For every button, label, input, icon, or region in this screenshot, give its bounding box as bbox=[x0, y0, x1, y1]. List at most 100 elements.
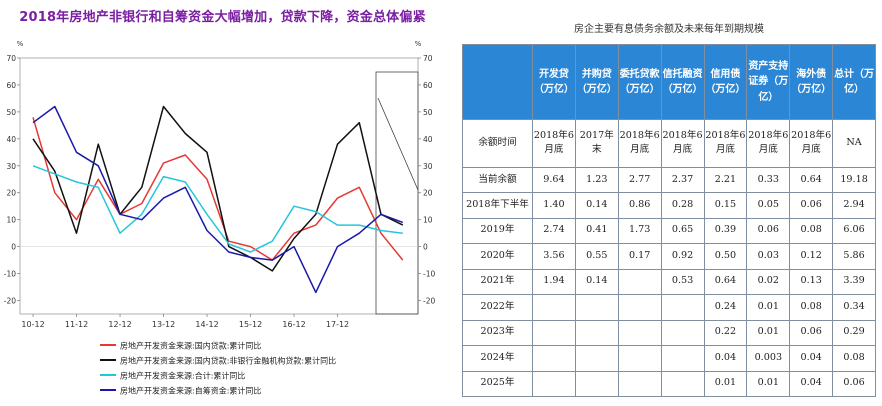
line-chart: % %706050403020100-10-20706050403020100-1… bbox=[4, 40, 436, 396]
table-cell bbox=[617, 345, 662, 372]
table-cell: NA bbox=[832, 119, 876, 168]
row-label: 2022年 bbox=[462, 294, 533, 321]
table-cell: 0.92 bbox=[660, 243, 705, 270]
table-cell: 0.34 bbox=[832, 294, 876, 321]
table-cell bbox=[617, 370, 662, 397]
x-tick-label: 11-12 bbox=[65, 320, 88, 329]
x-tick-label: 17-12 bbox=[326, 320, 349, 329]
left-tick-label: 10 bbox=[6, 216, 16, 225]
left-tick-label: 50 bbox=[6, 108, 16, 117]
legend-label-3: 房地产开发资金来源:合计:累计同比 bbox=[120, 371, 245, 381]
row-label: 2025年 bbox=[462, 370, 533, 397]
table-cell: 2018年6月底 bbox=[789, 119, 834, 168]
table-cell: 0.01 bbox=[746, 294, 791, 321]
row-label: 余额时间 bbox=[462, 119, 533, 168]
right-axis-unit: % bbox=[415, 40, 422, 48]
x-tick-label: 10-12 bbox=[21, 320, 44, 329]
table-corner-cell bbox=[462, 44, 533, 120]
table-cell: 1.23 bbox=[574, 166, 619, 194]
right-tick-label: 40 bbox=[423, 135, 433, 144]
table-cell: 0.15 bbox=[703, 192, 748, 219]
table-row: 当前余额 9.64 1.23 2.77 2.37 2.21 0.33 0.64 19.18 bbox=[462, 166, 876, 194]
table-cell: 0.13 bbox=[789, 268, 834, 296]
table-cell bbox=[617, 319, 662, 347]
left-tick-label: 60 bbox=[6, 81, 16, 90]
left-tick-label: 0 bbox=[11, 243, 16, 252]
table-title: 房企主要有息债务余额及未来每年到期规模 bbox=[574, 24, 764, 35]
right-tick-label: 60 bbox=[423, 81, 433, 90]
table-cell: 1.40 bbox=[532, 192, 576, 219]
row-label: 当前余额 bbox=[462, 166, 533, 194]
table-cell: 2.77 bbox=[617, 166, 662, 194]
series-line-2 bbox=[32, 105, 404, 272]
column-header-3: 委托贷款（万亿） bbox=[617, 44, 662, 120]
table-cell: 2.21 bbox=[703, 166, 748, 194]
table-cell bbox=[532, 345, 576, 372]
right-tick-label: 70 bbox=[423, 54, 433, 63]
table-row: 2025年 0.01 0.01 0.04 0.06 bbox=[462, 370, 876, 397]
column-header-1: 开发贷（万亿） bbox=[532, 44, 576, 120]
table-cell: 3.39 bbox=[832, 268, 876, 296]
right-tick-label: 50 bbox=[423, 108, 433, 117]
left-tick-label: 70 bbox=[6, 54, 16, 63]
table-cell: 0.50 bbox=[703, 243, 748, 270]
left-axis-unit: % bbox=[17, 40, 24, 48]
table-row: 2020年 3.56 0.55 0.17 0.92 0.50 0.03 0.12 5.86 bbox=[462, 243, 876, 270]
table-cell: 9.64 bbox=[532, 166, 576, 194]
table-cell bbox=[574, 294, 619, 321]
table-cell: 2018年6月底 bbox=[746, 119, 791, 168]
right-tick-label: -10 bbox=[423, 270, 435, 279]
column-header-7: 海外债（万亿） bbox=[789, 44, 834, 120]
x-tick-label: 13-12 bbox=[152, 320, 175, 329]
table-cell bbox=[660, 370, 705, 397]
table-cell bbox=[532, 370, 576, 397]
column-header-6: 资产支持证券（万亿） bbox=[746, 44, 791, 120]
table-cell: 0.03 bbox=[746, 243, 791, 270]
right-tick-label: -20 bbox=[423, 297, 435, 306]
table-cell: 2018年6月底 bbox=[703, 119, 748, 168]
left-tick-label: 40 bbox=[6, 135, 16, 144]
table-cell: 0.003 bbox=[746, 345, 791, 372]
table-row: 余额时间 2018年6月底 2017年末 2018年6月底 2018年6月底 2018年6… bbox=[462, 119, 876, 168]
table-cell: 2018年6月底 bbox=[532, 119, 576, 168]
table-cell: 0.24 bbox=[703, 294, 748, 321]
table-cell: 0.28 bbox=[660, 192, 705, 219]
row-label: 2020年 bbox=[462, 243, 533, 270]
table-panel: 房企主要有息债务余额及未来每年到期规模 开发贷（万亿） 并购贷（万亿） 委托贷款（万… bbox=[456, 0, 882, 406]
x-tick-label: 12-12 bbox=[108, 320, 131, 329]
table-cell: 0.64 bbox=[789, 166, 834, 194]
table-cell bbox=[660, 319, 705, 347]
table-cell: 0.39 bbox=[703, 217, 748, 245]
table-header-row: 开发贷（万亿） 并购贷（万亿） 委托贷款（万亿） 信托融资（万亿） 信用债（万亿） 资产支… bbox=[462, 44, 876, 120]
table-cell: 5.86 bbox=[832, 243, 876, 270]
table-cell: 0.22 bbox=[703, 319, 748, 347]
table-row: 2019年 2.74 0.41 1.73 0.65 0.39 0.06 0.08 6.06 bbox=[462, 217, 876, 245]
right-tick-label: 20 bbox=[423, 189, 433, 198]
table-cell bbox=[617, 268, 662, 296]
row-label: 2023年 bbox=[462, 319, 533, 347]
legend-label-1: 房地产开发资金来源:国内贷款:累计同比 bbox=[120, 341, 261, 351]
table-row: 2018年下半年 1.40 0.14 0.86 0.28 0.15 0.05 0.06 2.94 bbox=[462, 192, 876, 219]
table-cell: 0.04 bbox=[789, 370, 834, 397]
table-cell: 0.01 bbox=[746, 370, 791, 397]
table-cell bbox=[574, 370, 619, 397]
table-cell: 0.06 bbox=[789, 319, 834, 347]
table-cell: 6.06 bbox=[832, 217, 876, 245]
series-line-3 bbox=[32, 165, 403, 253]
table-cell: 1.94 bbox=[532, 268, 576, 296]
left-tick-label: 20 bbox=[6, 189, 16, 198]
table-cell: 1.73 bbox=[617, 217, 662, 245]
table-cell bbox=[660, 294, 705, 321]
debt-table: 开发贷（万亿） 并购贷（万亿） 委托贷款（万亿） 信托融资（万亿） 信用债（万亿） 资产支… bbox=[462, 44, 876, 397]
table-cell: 0.08 bbox=[789, 294, 834, 321]
table-cell: 0.12 bbox=[789, 243, 834, 270]
table-cell bbox=[532, 294, 576, 321]
row-label: 2018年下半年 bbox=[462, 192, 533, 219]
right-tick-label: 0 bbox=[423, 243, 428, 252]
table-row: 2024年 0.04 0.003 0.04 0.08 bbox=[462, 345, 876, 372]
table-cell: 0.41 bbox=[574, 217, 619, 245]
table-cell bbox=[574, 319, 619, 347]
table-cell: 0.05 bbox=[746, 192, 791, 219]
table-cell: 0.55 bbox=[574, 243, 619, 270]
table-cell: 0.01 bbox=[746, 319, 791, 347]
